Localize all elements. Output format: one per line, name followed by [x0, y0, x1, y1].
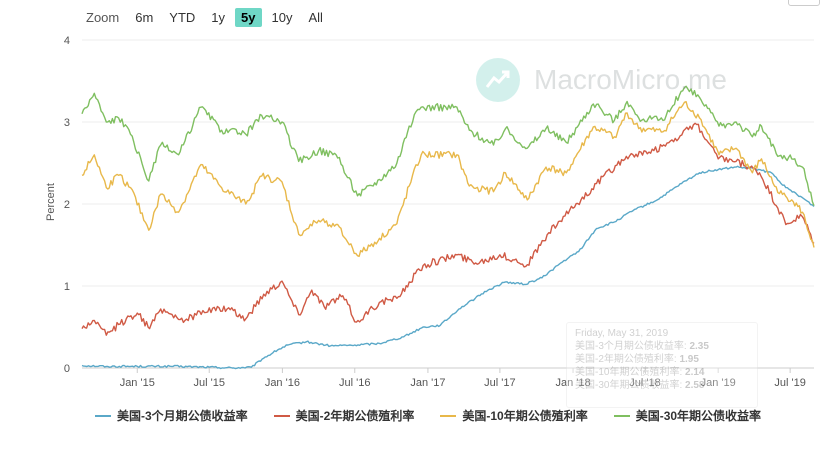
x-tick-label: Jul '17: [484, 377, 515, 389]
x-tick-label: Jan '19: [701, 377, 736, 389]
x-tick-label: Jan '15: [120, 377, 155, 389]
legend-item-30y[interactable]: 美国-30年期公债收益率: [613, 407, 762, 424]
legend-label: 美国-10年期公债殖利率: [462, 409, 588, 423]
series-lines[interactable]: [81, 85, 815, 370]
x-axis-ticks: Jan '15 Jul '15 Jan '16 Jul '16 Jan '17 Jul '…: [120, 368, 806, 389]
y-tick-label: 4: [64, 35, 70, 47]
legend-item-10y[interactable]: 美国-10年期公债殖利率: [440, 407, 588, 424]
tooltip-date: Friday, May 31, 2019: [575, 328, 669, 339]
zoom-6m-button[interactable]: 6m: [135, 9, 154, 25]
legend-item-2y[interactable]: 美国-2年期公债殖利率: [273, 407, 415, 424]
legend-label: 美国-3个月期公债收益率: [117, 409, 248, 423]
x-tick-label: Jan '18: [555, 377, 590, 389]
line-chart-icon: [476, 58, 520, 102]
legend-swatch: [273, 414, 290, 417]
y-axis-title: Percent: [45, 183, 57, 221]
series-line[interactable]: [81, 165, 815, 370]
x-tick-label: Jul '19: [774, 377, 805, 389]
zoom-5y-button[interactable]: 5y: [235, 7, 262, 27]
tooltip: Friday, May 31, 2019 美国-3个月期公债收益率: 2.35 …: [566, 322, 758, 408]
zoom-all-button[interactable]: All: [308, 9, 323, 25]
zoom-selector: Zoom 6m YTD 1y 5y 10y All: [86, 6, 333, 28]
tooltip-row: 美国-3个月期公债收益率: 2.35: [575, 341, 709, 352]
legend-item-3m[interactable]: 美国-3个月期公债收益率: [95, 407, 248, 424]
legend-swatch: [613, 414, 630, 417]
legend-swatch: [95, 414, 111, 417]
tooltip-row: 美国-30年期公债收益率: 2.58: [575, 380, 705, 391]
chart-legend: 美国-3个月期公债收益率 美国-2年期公债殖利率 美国-10年期公债殖利率 美国…: [95, 407, 787, 424]
tooltip-row: 美国-10年期公债殖利率: 2.14: [575, 367, 705, 378]
y-tick-label: 2: [64, 199, 70, 211]
x-tick-label: Jan '16: [265, 377, 300, 389]
x-tick-label: Jul '15: [194, 377, 225, 389]
x-tick-label: Jul '18: [629, 377, 660, 389]
series-line[interactable]: [81, 85, 815, 206]
x-tick-label: Jan '17: [410, 377, 445, 389]
watermark: MacroMicro.me: [476, 58, 727, 102]
top-right-control[interactable]: [788, 0, 820, 6]
y-tick-label: 0: [64, 363, 70, 375]
watermark-text: MacroMicro.me: [534, 64, 727, 95]
zoom-1y-button[interactable]: 1y: [211, 9, 226, 25]
y-tick-label: 3: [64, 117, 70, 129]
legend-label: 美国-30年期公债收益率: [635, 409, 762, 423]
zoom-10y-button[interactable]: 10y: [271, 9, 293, 25]
zoom-label: Zoom: [86, 9, 120, 25]
y-tick-label: 1: [64, 281, 70, 293]
zoom-ytd-button[interactable]: YTD: [169, 9, 196, 25]
legend-swatch: [440, 414, 457, 417]
series-line[interactable]: [81, 122, 815, 336]
legend-label: 美国-2年期公债殖利率: [295, 409, 415, 423]
series-line[interactable]: [81, 101, 815, 258]
y-axis-ticks: 0 1 2 3 4: [64, 35, 70, 375]
tooltip-row: 美国-2年期公债殖利率: 1.95: [575, 354, 699, 365]
x-tick-label: Jul '16: [339, 377, 370, 389]
